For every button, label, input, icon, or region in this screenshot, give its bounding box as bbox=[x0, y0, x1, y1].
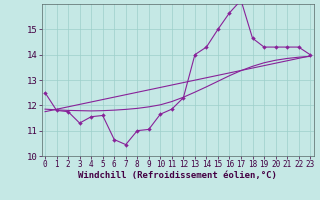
X-axis label: Windchill (Refroidissement éolien,°C): Windchill (Refroidissement éolien,°C) bbox=[78, 171, 277, 180]
